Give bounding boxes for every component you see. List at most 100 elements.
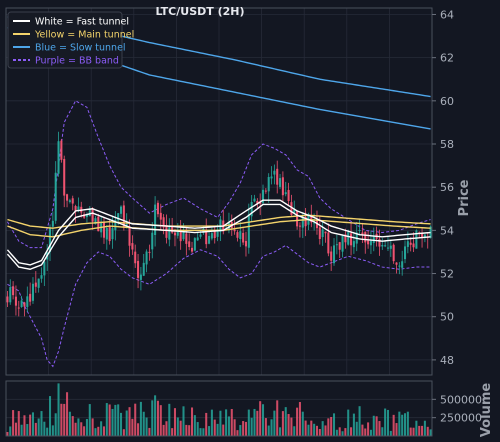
candle-body bbox=[347, 232, 350, 245]
candle-body bbox=[205, 230, 208, 245]
volume-bar bbox=[364, 428, 367, 436]
volume-bar bbox=[284, 407, 287, 436]
volume-bar bbox=[355, 421, 358, 436]
candle-body bbox=[176, 231, 179, 236]
candle-body bbox=[128, 226, 131, 246]
candle-body bbox=[145, 251, 148, 265]
volume-bar bbox=[29, 414, 32, 436]
volume-bar bbox=[261, 404, 265, 436]
volume-bar bbox=[9, 426, 12, 436]
volume-bar bbox=[233, 419, 236, 436]
price-tick-label: 54 bbox=[440, 224, 454, 237]
candle-body bbox=[341, 235, 344, 252]
volume-bar bbox=[154, 395, 157, 436]
legend-item-label: Blue = Slow tunnel bbox=[35, 43, 126, 54]
volume-bar bbox=[171, 428, 174, 436]
candle-body bbox=[369, 240, 372, 246]
volume-bar bbox=[31, 412, 35, 436]
volume-bar bbox=[386, 409, 390, 436]
candle-body bbox=[350, 233, 353, 246]
volume-bar bbox=[71, 416, 74, 436]
volume-bar bbox=[54, 413, 57, 436]
volume-bar bbox=[125, 410, 128, 436]
volume-bar bbox=[227, 416, 230, 436]
candle-body bbox=[137, 260, 140, 278]
volume-bar bbox=[37, 418, 40, 436]
candle-body bbox=[40, 275, 43, 279]
price-tick-label: 48 bbox=[440, 354, 454, 367]
volume-bar bbox=[14, 422, 17, 436]
volume-bar bbox=[148, 427, 151, 436]
volume-bar bbox=[156, 400, 159, 436]
candle-body bbox=[182, 231, 185, 240]
candle-body bbox=[139, 274, 142, 280]
candle-body bbox=[173, 232, 177, 236]
volume-bar bbox=[375, 416, 378, 436]
candle-body bbox=[284, 192, 287, 195]
fast-tunnel-upper-line bbox=[6, 199, 431, 266]
volume-bar bbox=[279, 427, 282, 436]
volume-bar bbox=[208, 426, 211, 436]
volume-bar bbox=[367, 422, 370, 436]
volume-bar bbox=[230, 409, 233, 436]
volume-bar bbox=[389, 430, 392, 436]
volume-bar bbox=[23, 415, 26, 436]
volume-bar bbox=[193, 415, 196, 436]
volume-bar bbox=[298, 402, 301, 436]
candle-body bbox=[185, 233, 188, 244]
volume-bar bbox=[216, 423, 219, 436]
volume-bar bbox=[304, 420, 307, 436]
candle-body bbox=[91, 208, 94, 222]
candle-body bbox=[66, 194, 69, 201]
volume-bar bbox=[426, 426, 429, 436]
candle-body bbox=[389, 245, 392, 249]
volume-bar bbox=[142, 411, 145, 436]
volume-bar bbox=[256, 410, 259, 436]
candle-body bbox=[88, 208, 91, 217]
volume-bar bbox=[97, 426, 100, 436]
volume-bar bbox=[199, 428, 202, 436]
volume-grid bbox=[6, 398, 432, 419]
volume-bar bbox=[173, 408, 177, 436]
legend-box bbox=[7, 11, 123, 69]
candle-body bbox=[361, 232, 364, 235]
volume-bar bbox=[244, 421, 248, 436]
fast-tunnel bbox=[6, 199, 431, 270]
candle-body bbox=[301, 216, 304, 228]
candle-body bbox=[148, 251, 151, 253]
volume-bar bbox=[344, 428, 347, 436]
candle-body bbox=[330, 251, 333, 261]
volume-bar bbox=[290, 417, 293, 436]
candle-body bbox=[71, 198, 74, 204]
candle-body bbox=[179, 230, 182, 242]
volume-bar bbox=[358, 406, 361, 436]
candle-body bbox=[335, 244, 338, 246]
volume-bar bbox=[151, 400, 154, 436]
volume-bar bbox=[341, 431, 344, 436]
candle-body bbox=[108, 226, 111, 242]
candle-body bbox=[344, 234, 347, 243]
volume-tick-label: 250000 bbox=[440, 412, 482, 425]
candle-body bbox=[117, 213, 120, 221]
candle-body bbox=[290, 202, 293, 215]
candle-body bbox=[159, 212, 162, 220]
volume-bar bbox=[77, 418, 80, 436]
volume-bar bbox=[401, 414, 404, 436]
volume-bar bbox=[307, 424, 310, 436]
candle-body bbox=[364, 231, 367, 243]
price-tick-label: 62 bbox=[440, 52, 454, 65]
candle-body bbox=[162, 217, 165, 228]
candle-body bbox=[409, 242, 412, 245]
volume-bar bbox=[128, 407, 131, 436]
volume-bar bbox=[46, 427, 49, 436]
volume-bar bbox=[205, 412, 208, 436]
volume-bar bbox=[159, 405, 162, 436]
price-axis-title: Price bbox=[457, 179, 472, 216]
price-tick-label: 64 bbox=[440, 8, 454, 21]
volume-bar bbox=[12, 410, 15, 436]
volume-bar bbox=[85, 419, 88, 436]
candle-body bbox=[233, 229, 236, 232]
volume-bar bbox=[202, 428, 205, 436]
volume-bar bbox=[68, 411, 71, 436]
candle-body bbox=[293, 209, 296, 213]
